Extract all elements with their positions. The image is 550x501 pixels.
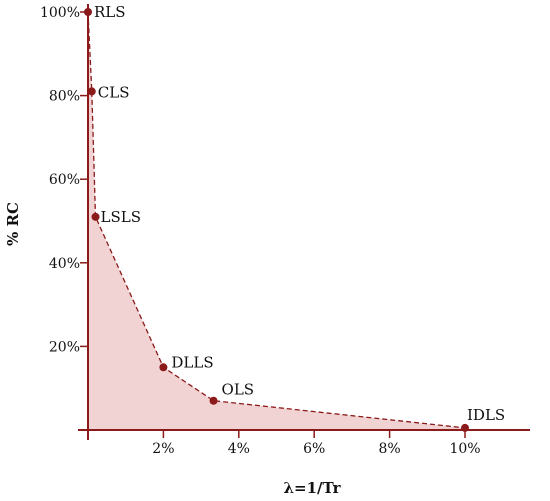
data-point-label: DLLS [171,353,213,371]
y-tick-label: 60% [49,172,80,188]
data-point-label: LSLS [101,208,141,226]
data-point [87,87,96,96]
data-point-label: RLS [94,3,126,21]
x-tick-label: 8% [378,441,400,457]
x-tick-label: 6% [303,441,325,457]
data-point-label: IDLS [467,406,505,424]
area-fill [88,12,465,430]
data-point [159,363,168,372]
data-point [84,8,92,16]
x-tick-label: 10% [449,441,480,457]
x-axis-title: λ=1/Tr [284,479,342,497]
data-point [209,396,218,405]
data-point [91,212,100,221]
y-tick-label: 80% [49,89,80,105]
x-ticks: 2% 4% 6% 8% 10% [152,430,481,457]
y-axis-title: % RC [4,202,22,246]
data-point-label: CLS [98,83,130,101]
y-ticks: 20% 40% 60% 80% 100% [40,5,88,355]
data-point-label: OLS [222,381,255,399]
data-points: RLS CLS LSLS DLLS OLS IDLS [84,3,505,432]
x-tick-label: 4% [228,441,250,457]
y-tick-label: 40% [49,256,80,272]
x-tick-label: 2% [152,441,174,457]
y-tick-label: 20% [49,339,80,355]
data-point [461,423,469,432]
series-line [87,11,466,429]
y-tick-label: 100% [40,5,80,21]
